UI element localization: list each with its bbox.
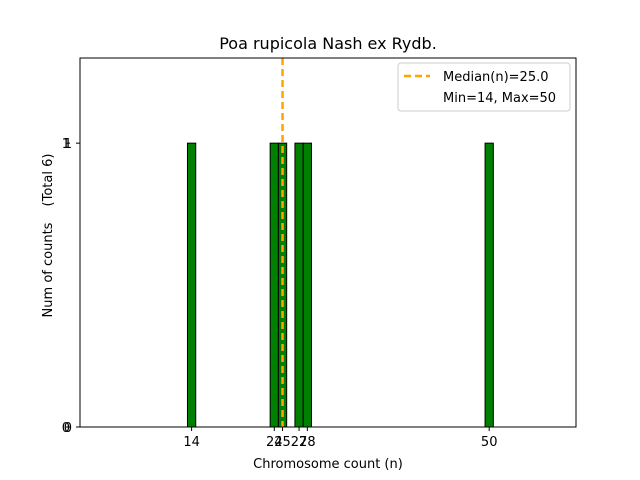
y-tick-label: 0 — [64, 421, 72, 436]
legend-minmax-label: Min=14, Max=50 — [443, 91, 556, 106]
histogram-bar — [269, 142, 279, 428]
plot-frame — [79, 57, 577, 428]
y-tick-label: 1 — [64, 137, 72, 152]
y-tick-label: 0 — [62, 421, 70, 436]
y-axis-label: Num of counts — [41, 222, 56, 317]
histogram-bar — [484, 142, 494, 428]
chart-title: Poa rupicola Nash ex Rydb. — [219, 34, 437, 53]
histogram-bar — [294, 142, 304, 428]
x-tick-label: 28 — [299, 435, 316, 450]
histogram-bar — [186, 142, 197, 428]
x-tick-label: 50 — [481, 435, 498, 450]
x-axis-label: Chromosome count (n) — [253, 457, 403, 472]
x-tick-label: 25 — [274, 435, 291, 450]
x-tick-label: 27 — [291, 435, 308, 450]
legend: Median(n)=25.0 Min=14, Max=50 — [397, 62, 571, 112]
histogram-bar — [302, 142, 312, 428]
x-tick-label: 14 — [183, 435, 200, 450]
legend-box — [397, 62, 571, 112]
y-axis-total-label: (Total 6) — [41, 154, 56, 207]
x-tick-label: 24 — [266, 435, 283, 450]
legend-median-label: Median(n)=25.0 — [443, 70, 549, 85]
y-tick-label: 1 — [62, 137, 70, 152]
